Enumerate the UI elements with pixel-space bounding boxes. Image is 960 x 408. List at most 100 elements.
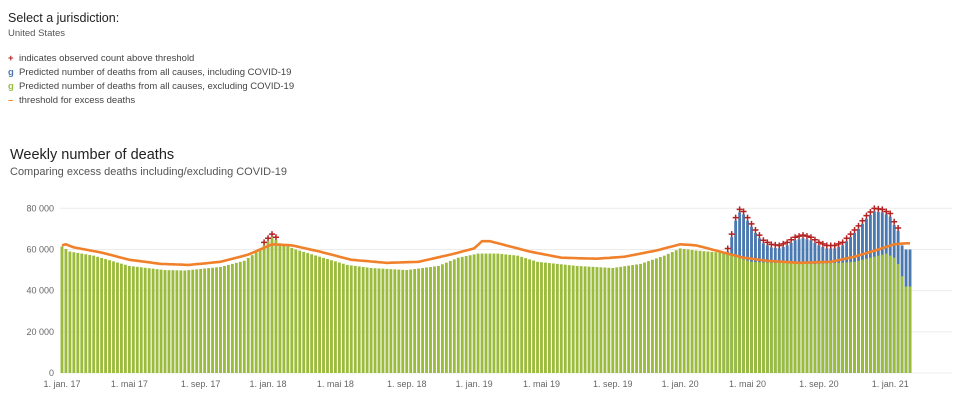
bar-excluding-covid bbox=[425, 267, 428, 373]
bar-excluding-covid bbox=[841, 262, 845, 373]
bar-excluding-covid bbox=[337, 262, 341, 373]
bar-excluding-covid bbox=[433, 266, 436, 373]
bar-excluding-covid bbox=[900, 276, 904, 373]
bar-excluding-covid bbox=[373, 268, 377, 373]
excess-marker bbox=[728, 231, 735, 238]
bar-excluding-covid bbox=[750, 261, 753, 373]
bar-excluding-covid bbox=[777, 262, 781, 373]
weekly-deaths-chart[interactable]: 0 20 000 40 000 60 000 80 000 1. jan. 17 1. ma… bbox=[0, 190, 960, 405]
legend-item-observed[interactable]: + indicates observed count above threshol… bbox=[8, 52, 294, 66]
bar-excluding-covid bbox=[266, 241, 270, 373]
bar-excluding-covid bbox=[544, 262, 547, 373]
bar-excluding-covid bbox=[456, 257, 460, 373]
bar-excluding-covid bbox=[690, 249, 694, 373]
x-tick-label: 1. jan. 18 bbox=[250, 379, 287, 389]
excess-marker bbox=[859, 217, 866, 224]
bar-excluding-covid bbox=[765, 262, 769, 373]
bar-excluding-covid bbox=[429, 266, 432, 373]
bar-excluding-covid bbox=[793, 263, 797, 373]
bar-excluding-covid bbox=[112, 261, 115, 373]
bar-excluding-covid bbox=[96, 256, 100, 373]
bar-excluding-covid bbox=[896, 263, 900, 373]
bar-excluding-covid bbox=[409, 269, 413, 373]
bar-excluding-covid bbox=[171, 270, 175, 373]
bar-excluding-covid bbox=[480, 253, 484, 373]
bar-excluding-covid bbox=[68, 251, 72, 373]
bar-excluding-covid bbox=[119, 263, 123, 373]
bar-excluding-covid bbox=[809, 263, 813, 373]
bar-excluding-covid bbox=[908, 286, 912, 373]
excess-marker bbox=[863, 212, 870, 219]
bar-excluding-covid bbox=[413, 269, 417, 373]
bar-excluding-covid bbox=[88, 254, 92, 373]
bar-excluding-covid bbox=[163, 270, 167, 373]
bar-excluding-covid bbox=[674, 250, 678, 373]
bar-excluding-covid bbox=[116, 262, 119, 373]
excess-marker bbox=[261, 239, 268, 246]
bar-excluding-covid bbox=[369, 268, 373, 373]
y-tick-label: 40 000 bbox=[26, 286, 54, 296]
excess-marker bbox=[760, 237, 767, 244]
bar-excluding-covid bbox=[333, 261, 337, 373]
bar-excluding-covid bbox=[615, 267, 619, 373]
bar-excluding-covid bbox=[651, 259, 654, 373]
bar-excluding-covid bbox=[639, 263, 642, 373]
legend-item-excluding-covid[interactable]: g Predicted number of deaths from all cau… bbox=[8, 80, 294, 94]
x-tick-label: 1. mai 19 bbox=[523, 379, 560, 389]
bar-excluding-covid bbox=[464, 256, 468, 373]
legend-text: Predicted number of deaths from all caus… bbox=[19, 67, 292, 78]
x-tick-label: 1. jan. 19 bbox=[456, 379, 493, 389]
excess-marker bbox=[776, 242, 783, 249]
excess-marker bbox=[752, 227, 759, 233]
excess-marker bbox=[883, 208, 890, 215]
bar-excluding-covid bbox=[710, 251, 714, 373]
bar-excluding-covid bbox=[250, 255, 254, 373]
bar-excluding-covid bbox=[654, 258, 658, 373]
excess-marker bbox=[851, 227, 858, 233]
bar-excluding-covid bbox=[718, 252, 722, 373]
bar-excluding-covid bbox=[631, 265, 635, 373]
bar-excluding-covid bbox=[547, 263, 551, 373]
jurisdiction-select[interactable]: United States bbox=[8, 28, 66, 39]
bar-excluding-covid bbox=[742, 259, 746, 373]
excess-marker bbox=[788, 236, 795, 243]
bar-excluding-covid bbox=[595, 267, 599, 373]
excess-marker bbox=[839, 239, 846, 246]
bar-excluding-covid bbox=[322, 257, 325, 373]
bar-excluding-covid bbox=[199, 268, 203, 373]
bar-excluding-covid bbox=[682, 248, 686, 373]
bar-excluding-covid bbox=[797, 263, 801, 373]
excess-marker bbox=[891, 218, 898, 225]
bar-excluding-covid bbox=[80, 253, 84, 373]
bar-excluding-covid bbox=[147, 268, 151, 373]
bar-excluding-covid bbox=[302, 251, 306, 373]
chart-title: Weekly number of deaths bbox=[10, 147, 175, 163]
bar-excluding-covid bbox=[635, 264, 639, 373]
bar-excluding-covid bbox=[821, 263, 825, 373]
bar-excluding-covid bbox=[389, 269, 393, 373]
excess-marker bbox=[831, 242, 838, 249]
chart-subtitle: Comparing excess deaths including/exclud… bbox=[10, 166, 287, 178]
y-tick-label: 80 000 bbox=[26, 203, 54, 213]
legend-item-including-covid[interactable]: g Predicted number of deaths from all cau… bbox=[8, 66, 294, 80]
bar-excluding-covid bbox=[758, 262, 761, 373]
excess-marker bbox=[780, 240, 787, 247]
bar-excluding-covid bbox=[104, 259, 107, 373]
bar-excluding-covid bbox=[270, 237, 274, 373]
bar-excluding-covid bbox=[571, 265, 575, 373]
bar-excluding-covid bbox=[647, 261, 650, 373]
bar-excluding-covid bbox=[567, 265, 571, 373]
bar-excluding-covid bbox=[230, 263, 234, 373]
bar-excluding-covid bbox=[559, 264, 563, 373]
bar-excluding-covid bbox=[167, 270, 171, 373]
x-tick-label: 1. mai 20 bbox=[729, 379, 766, 389]
x-tick-label: 1. sep. 20 bbox=[799, 379, 839, 389]
legend-item-threshold[interactable]: – threshold for excess deaths bbox=[8, 94, 294, 108]
bar-excluding-covid bbox=[349, 265, 353, 373]
bar-excluding-covid bbox=[397, 269, 401, 373]
excess-marker bbox=[764, 239, 771, 246]
bar-excluding-covid bbox=[773, 262, 777, 373]
bar-excluding-covid bbox=[195, 269, 199, 373]
bar-excluding-covid bbox=[417, 268, 421, 373]
legend-text: threshold for excess deaths bbox=[19, 95, 136, 106]
